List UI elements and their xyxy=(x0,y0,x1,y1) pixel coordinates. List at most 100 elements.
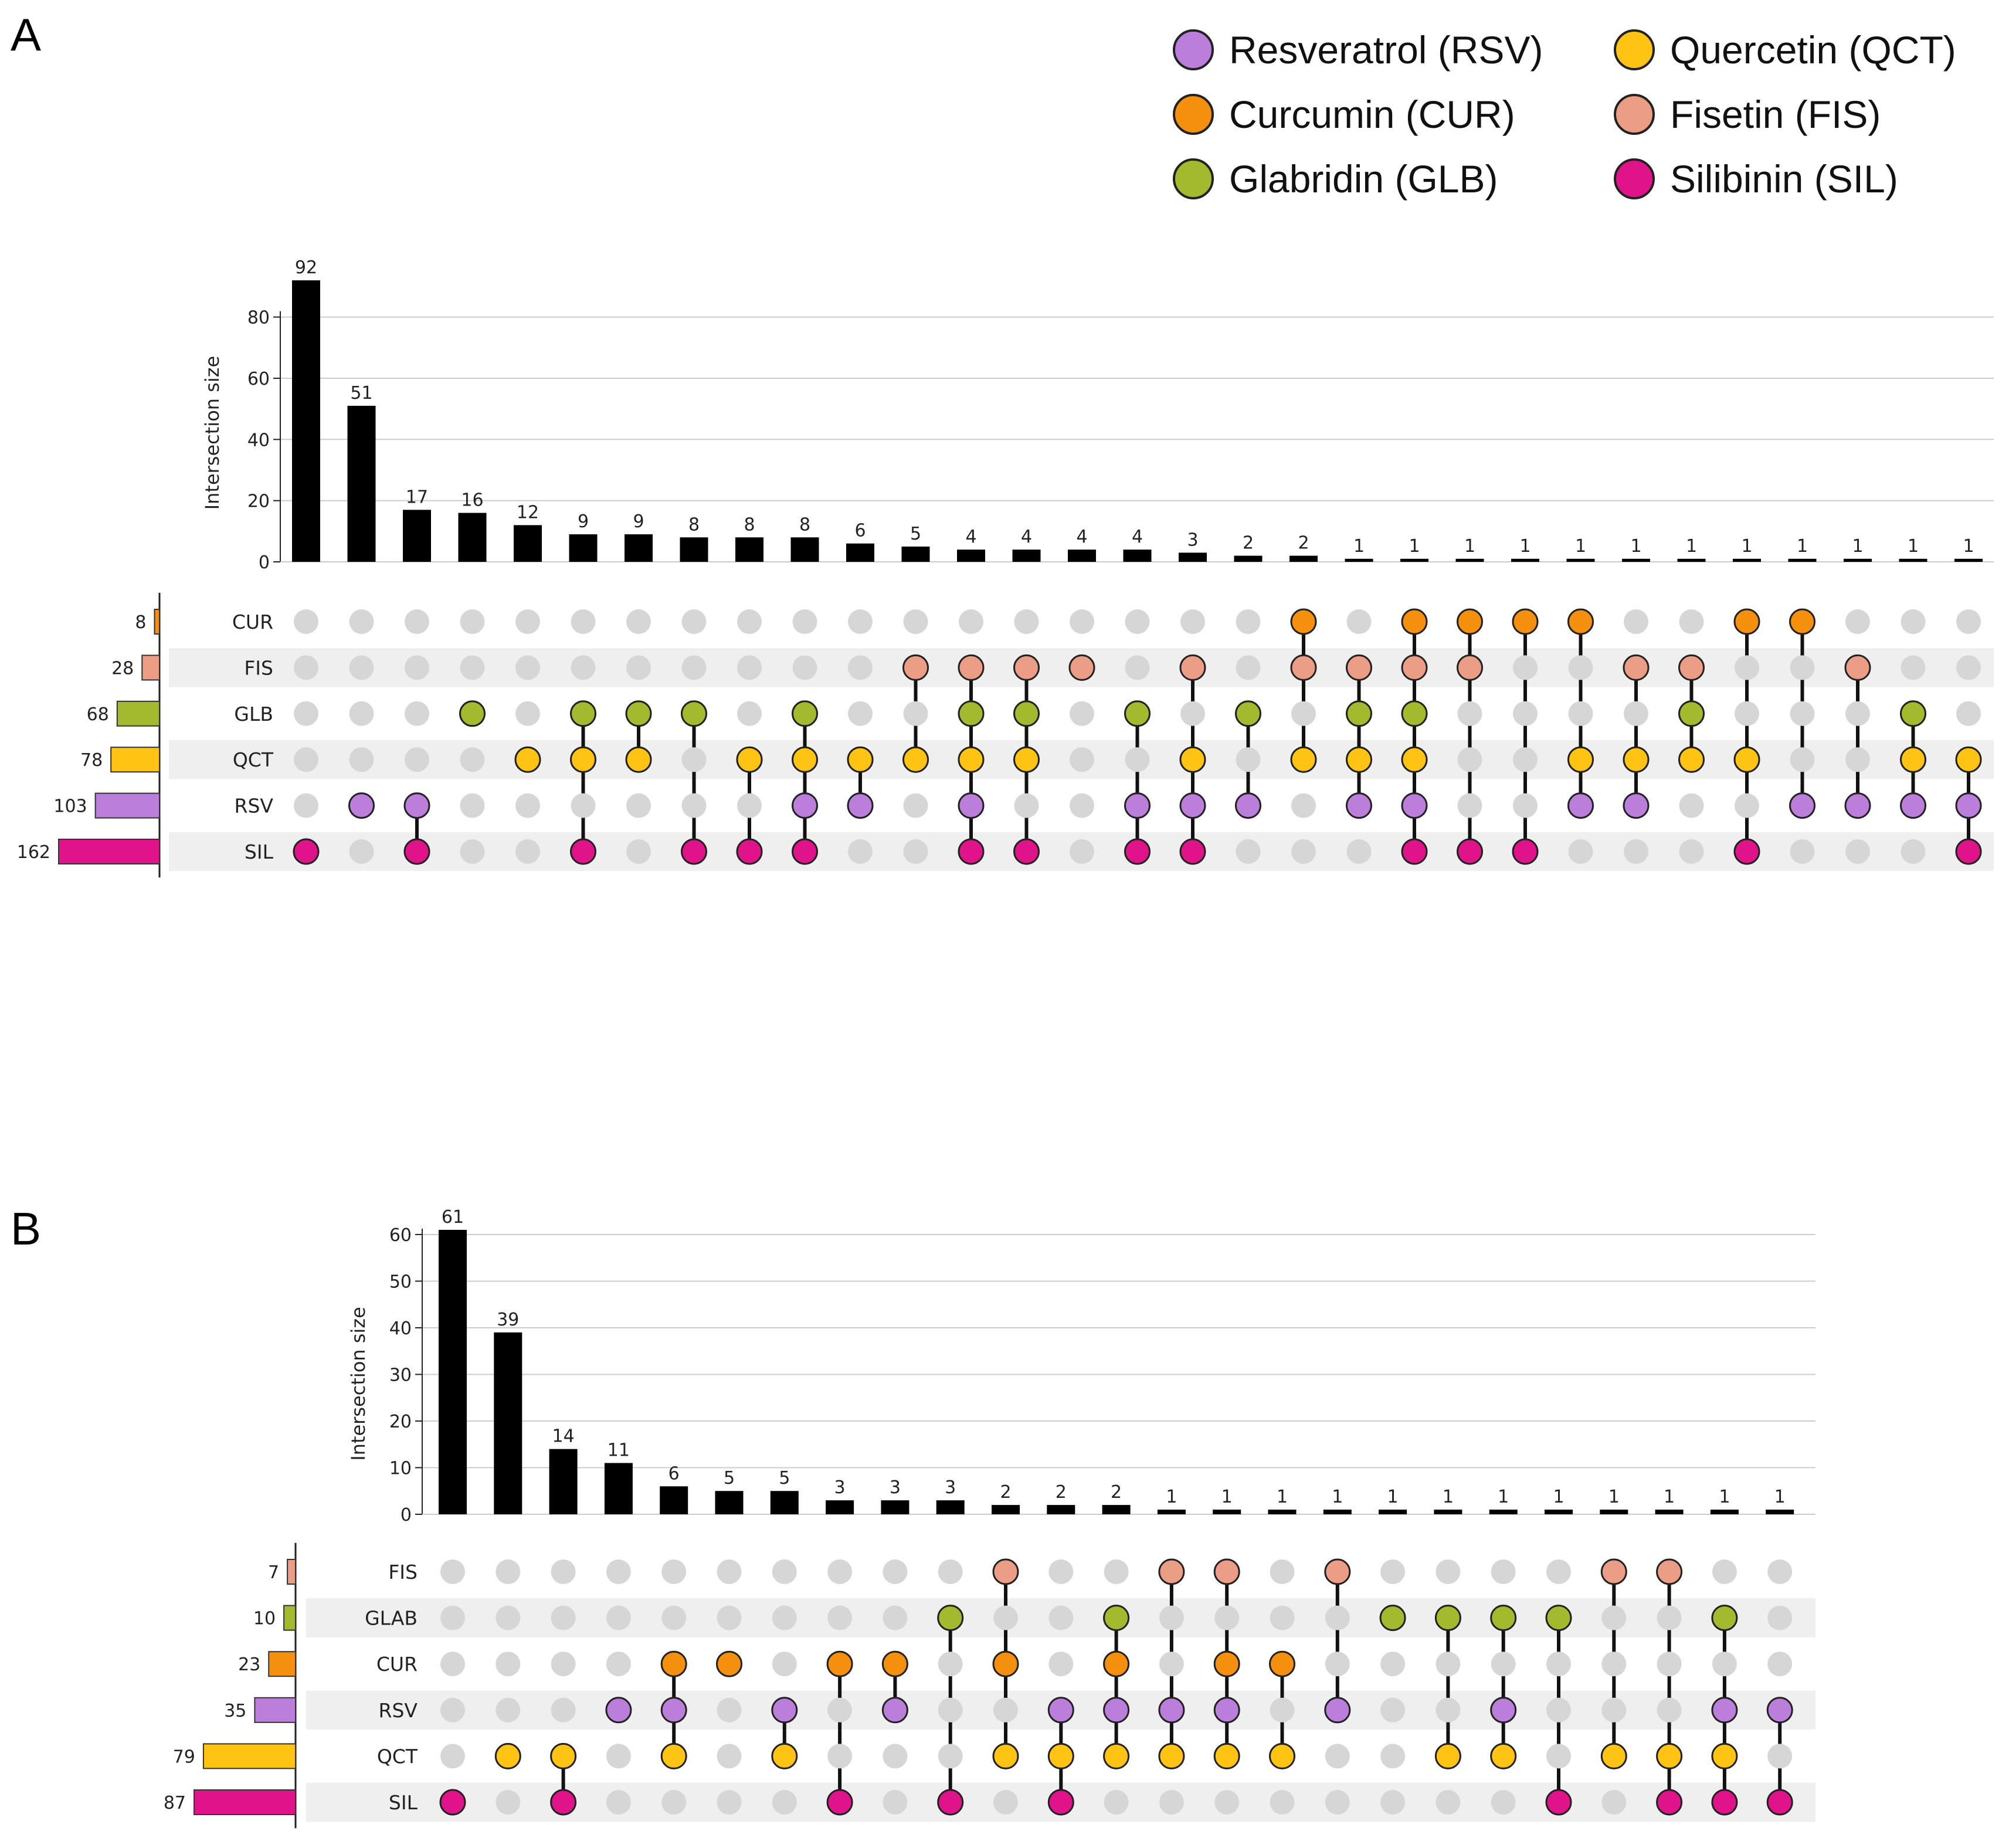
matrix-dot-qct-active xyxy=(660,1742,687,1769)
matrix-dot-qct-active xyxy=(1158,1742,1185,1769)
matrix-dot-empty xyxy=(606,1652,631,1677)
matrix-dot-empty xyxy=(737,655,762,680)
set-name-cur: CUR xyxy=(232,611,273,633)
intersection-bar-label-12: 5 xyxy=(910,524,921,544)
matrix-dot-empty xyxy=(1236,747,1261,772)
matrix-dot-fis-active xyxy=(1623,654,1650,681)
matrix-dot-empty xyxy=(294,701,318,726)
intersection-bar-10 xyxy=(936,1500,965,1514)
matrix-dot-empty xyxy=(1457,747,1482,772)
set-size-label-glab: 10 xyxy=(253,1609,276,1629)
matrix-dot-empty xyxy=(1712,1559,1737,1584)
intersection-bar-label-11: 2 xyxy=(1000,1482,1011,1503)
matrix-dot-qct-active xyxy=(1013,746,1040,773)
matrix-dot-empty xyxy=(1457,701,1482,726)
matrix-dot-sil-active xyxy=(826,1789,853,1816)
matrix-dot-empty xyxy=(294,747,318,772)
matrix-dot-qct-active xyxy=(771,1742,798,1769)
matrix-dot-empty xyxy=(1546,1559,1571,1584)
matrix-dot-empty xyxy=(661,1790,687,1815)
legend-item-glb: Glabridin (GLB) xyxy=(1173,152,1498,205)
matrix-dot-empty xyxy=(1546,1744,1571,1769)
matrix-dot-empty xyxy=(1679,793,1704,818)
matrix-dot-empty xyxy=(1380,1559,1406,1584)
matrix-dot-qct-active xyxy=(1900,746,1926,773)
matrix-dot-qct-active xyxy=(1567,746,1594,773)
matrix-dot-empty xyxy=(1070,839,1094,864)
matrix-dot-empty xyxy=(515,701,540,726)
matrix-dot-fis-active xyxy=(1401,654,1428,681)
intersection-bar-22 xyxy=(1600,1510,1628,1514)
matrix-dot-qct-active xyxy=(1656,1742,1683,1769)
matrix-dot-empty xyxy=(848,839,873,864)
matrix-dot-empty xyxy=(993,1697,1018,1722)
matrix-dot-rsv-active xyxy=(605,1697,632,1724)
matrix-dot-empty xyxy=(827,1605,853,1630)
matrix-dot-sil-active xyxy=(1047,1789,1074,1816)
matrix-dot-fis-active xyxy=(1656,1558,1683,1585)
matrix-dot-empty xyxy=(1325,1652,1350,1677)
matrix-dot-empty xyxy=(1291,793,1316,818)
intersection-bar-24 xyxy=(1566,558,1595,562)
matrix-dot-glb-active xyxy=(1013,700,1040,727)
matrix-dot-qct-active xyxy=(847,746,874,773)
intersection-bar-label-1: 92 xyxy=(295,257,317,278)
intersection-bar-30 xyxy=(1899,558,1927,562)
matrix-dot-empty xyxy=(903,701,928,726)
matrix-dot-empty xyxy=(1845,747,1870,772)
matrix-dot-empty xyxy=(717,1559,742,1584)
intersection-bar-5 xyxy=(514,525,542,562)
matrix-dot-empty xyxy=(626,793,651,818)
matrix-dot-empty xyxy=(737,609,762,634)
matrix-dot-empty xyxy=(571,655,596,680)
matrix-dot-empty xyxy=(1159,1790,1184,1815)
intersection-bar-label-17: 3 xyxy=(1187,530,1198,550)
matrix-dot-cur-active xyxy=(826,1650,853,1677)
intersection-bar-26 xyxy=(1677,558,1706,562)
panel-b-letter: B xyxy=(11,1203,42,1254)
set-size-label-sil: 162 xyxy=(17,842,50,863)
matrix-dot-empty xyxy=(1180,609,1205,634)
matrix-dot-fis-active xyxy=(1346,654,1372,681)
matrix-dot-rsv-active xyxy=(1213,1697,1240,1724)
legend-swatch-glb xyxy=(1173,158,1214,199)
matrix-dot-empty xyxy=(1568,655,1593,680)
matrix-dot-empty xyxy=(883,1790,908,1815)
matrix-dot-glab-active xyxy=(1711,1605,1738,1632)
matrix-dot-empty xyxy=(294,793,318,818)
matrix-dot-empty xyxy=(405,747,429,772)
legend-label-cur: Curcumin (CUR) xyxy=(1229,93,1515,136)
set-size-bar-cur xyxy=(268,1651,297,1677)
matrix-dot-empty xyxy=(1790,701,1815,726)
matrix-dot-empty xyxy=(717,1790,742,1815)
matrix-dot-cur-active xyxy=(1567,608,1594,635)
intersection-bar-label-4: 16 xyxy=(461,490,483,511)
matrix-dot-sil-active xyxy=(1733,838,1760,865)
matrix-dot-rsv-active xyxy=(847,792,874,819)
matrix-dot-fis-active xyxy=(1678,654,1705,681)
matrix-dot-empty xyxy=(460,747,485,772)
set-size-label-rsv: 35 xyxy=(224,1701,246,1721)
matrix-dot-empty xyxy=(551,1605,576,1630)
intersection-bar-21 xyxy=(1545,1510,1573,1514)
matrix-dot-rsv-active xyxy=(1346,792,1372,819)
matrix-dot-empty xyxy=(1380,1697,1406,1722)
set-name-glb: GLB xyxy=(234,703,273,725)
matrix-dot-fis-active xyxy=(958,654,985,681)
intersection-bar-4 xyxy=(604,1463,633,1514)
intersection-bar-20 xyxy=(1345,558,1373,562)
matrix-dot-rsv-active xyxy=(1490,1697,1517,1724)
matrix-dot-empty xyxy=(1380,1744,1406,1769)
matrix-dot-empty xyxy=(440,1559,465,1584)
matrix-dot-fis-active xyxy=(1068,654,1095,681)
matrix-dot-empty xyxy=(903,609,928,634)
matrix-dot-empty xyxy=(661,1605,687,1630)
matrix-dot-empty xyxy=(1214,1790,1240,1815)
matrix-dot-empty xyxy=(405,609,429,634)
matrix-dot-glb-active xyxy=(792,700,818,727)
matrix-dot-empty xyxy=(1070,701,1094,726)
intersection-bar-label-7: 5 xyxy=(779,1468,790,1488)
intersection-bar-label-14: 4 xyxy=(1021,527,1032,547)
matrix-dot-fis-active xyxy=(1158,1558,1185,1585)
legend-swatch-fis xyxy=(1614,94,1655,135)
